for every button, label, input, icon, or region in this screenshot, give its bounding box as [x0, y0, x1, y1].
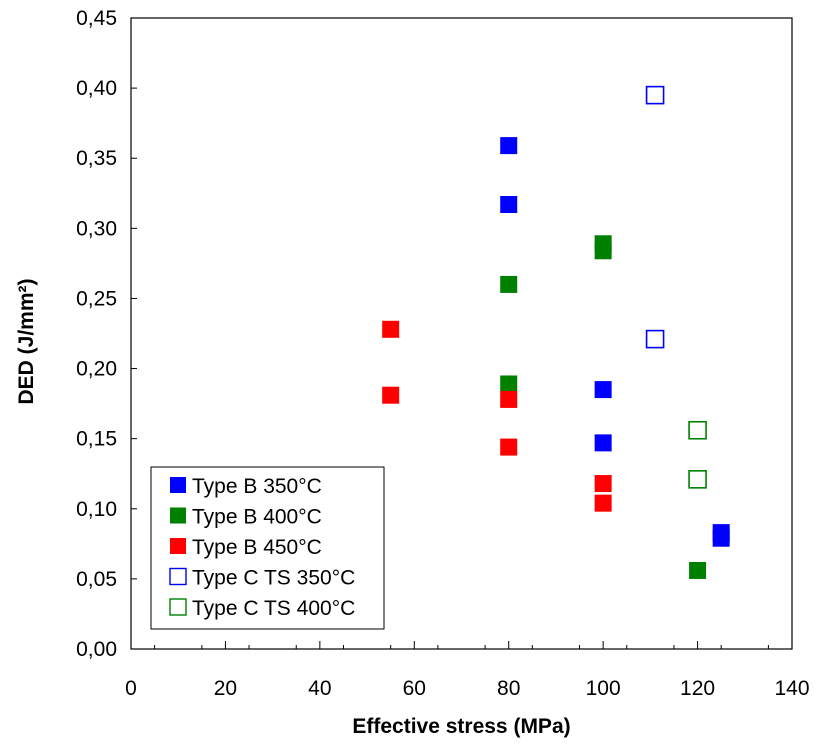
data-points: [382, 85, 730, 579]
data-point: [500, 375, 518, 393]
legend-box: [150, 466, 385, 630]
data-point: [645, 329, 665, 349]
y-tick-label: 0,10: [76, 498, 117, 521]
legend-marker: [169, 598, 187, 616]
x-axis-title: Effective stress (MPa): [352, 715, 570, 738]
data-point: [500, 275, 518, 293]
data-point: [689, 561, 707, 579]
y-tick-label: 0,45: [76, 7, 117, 30]
data-point: [594, 494, 612, 512]
legend-label: Type C TS 400°C: [192, 597, 355, 620]
data-point: [594, 242, 612, 260]
data-point: [712, 529, 730, 547]
x-tick-label: 140: [774, 677, 809, 700]
data-point: [500, 438, 518, 456]
y-tick-label: 0,25: [76, 287, 117, 310]
legend-marker: [170, 538, 186, 554]
legend-label: Type B 450°C: [192, 536, 322, 559]
data-point: [382, 320, 400, 338]
data-point: [688, 420, 707, 440]
data-point: [500, 195, 518, 213]
legend-label: Type B 400°C: [192, 506, 322, 529]
data-point: [594, 381, 612, 399]
legend: Type B 350°C Type B 400°C Type B 450°C Type…: [150, 466, 385, 630]
x-tick-label: 100: [586, 677, 621, 700]
data-point: [688, 470, 707, 489]
data-point: [594, 475, 612, 493]
data-point: [500, 390, 518, 408]
y-tick-label: 0,40: [76, 77, 117, 100]
legend-marker: [170, 477, 186, 493]
axis-ticks: 0,00 0,05 0,10 0,15 0,20 0,25 0,30 0,35 0,40 0,45…: [76, 7, 809, 700]
x-tick-label: 120: [680, 677, 715, 700]
legend-label: Type B 350°C: [192, 475, 322, 498]
y-tick-label: 0,30: [76, 217, 117, 240]
data-point: [382, 386, 400, 404]
x-tick-label: 80: [497, 677, 520, 700]
x-tick-label: 0: [125, 677, 137, 700]
y-tick-label: 0,20: [76, 358, 117, 381]
legend-label: Type C TS 350°C: [192, 567, 355, 590]
y-tick-label: 0,15: [76, 428, 117, 451]
y-axis-title: DED (J/mm²): [15, 278, 38, 404]
x-tick-label: 60: [403, 677, 426, 700]
plot-frame: [130, 17, 793, 650]
y-tick-label: 0,00: [76, 638, 117, 661]
data-point: [645, 85, 665, 105]
legend-marker: [170, 507, 186, 524]
legend-marker: [169, 567, 187, 586]
y-tick-label: 0,35: [76, 147, 117, 170]
y-tick-label: 0,05: [76, 568, 117, 591]
x-tick-label: 20: [214, 677, 237, 700]
x-tick-label: 40: [308, 677, 331, 700]
data-point: [500, 137, 518, 155]
data-point: [594, 434, 612, 452]
